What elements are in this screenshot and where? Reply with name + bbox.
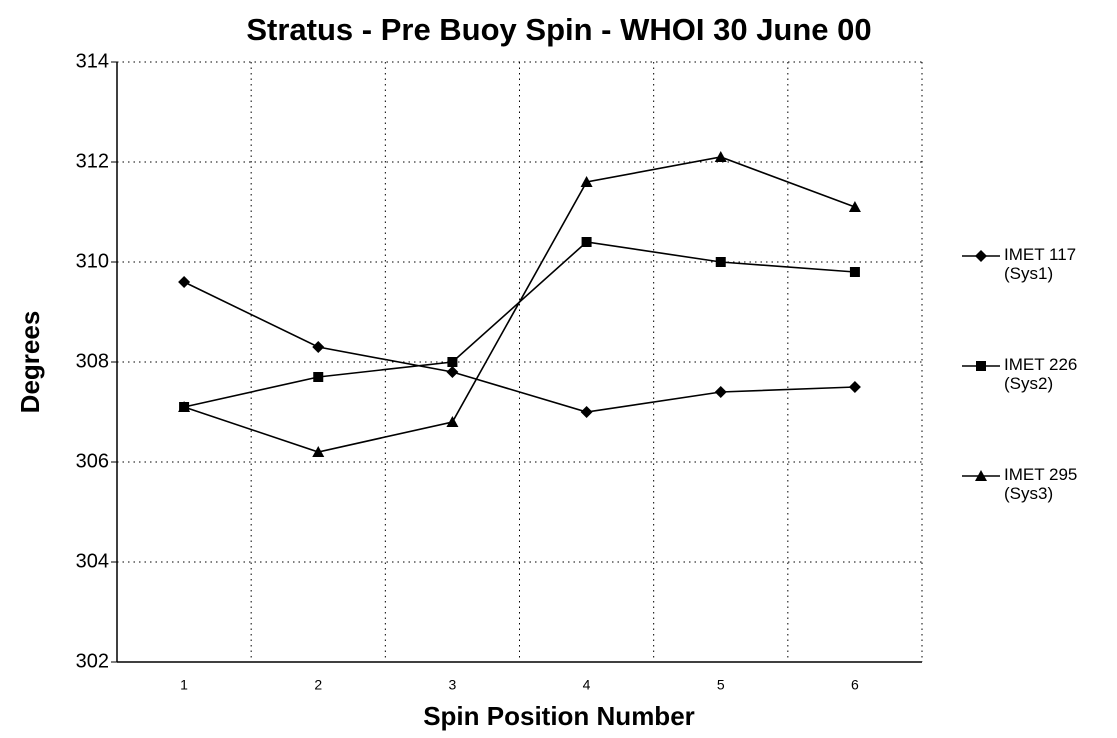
series-line [183, 156, 856, 453]
x-tick-label: 4 [583, 677, 591, 693]
marker [178, 276, 191, 288]
series-line [183, 281, 855, 413]
marker [848, 201, 861, 212]
marker [447, 357, 458, 367]
legend-label: IMET 226 (Sys2) [1004, 355, 1078, 393]
x-tick-label: 6 [851, 677, 859, 693]
x-axis-label: Spin Position Number [423, 701, 695, 731]
marker [849, 267, 860, 277]
y-tick-label: 310 [76, 250, 109, 272]
marker [313, 372, 324, 382]
marker [312, 341, 325, 353]
marker [446, 416, 459, 427]
y-tick-label: 312 [76, 150, 109, 172]
marker [312, 446, 325, 457]
legend-marker [976, 361, 986, 371]
legend-marker [975, 470, 987, 481]
y-tick-label: 314 [76, 50, 109, 72]
y-axis-label: Degrees [15, 311, 45, 414]
x-tick-label: 2 [314, 677, 322, 693]
x-tick-label: 1 [180, 677, 188, 693]
marker [848, 381, 861, 393]
marker [581, 237, 592, 247]
y-tick-label: 302 [76, 650, 109, 672]
legend-marker [975, 250, 987, 262]
marker [580, 176, 593, 187]
legend-label: IMET 295 (Sys3) [1004, 465, 1078, 503]
marker [580, 406, 593, 418]
x-tick-label: 3 [449, 677, 457, 693]
chart-title: Stratus - Pre Buoy Spin - WHOI 30 June 0… [246, 12, 871, 47]
marker [714, 386, 727, 398]
marker [715, 257, 726, 267]
marker [178, 401, 191, 412]
x-tick-label: 5 [717, 677, 725, 693]
y-tick-label: 304 [76, 550, 109, 572]
y-tick-label: 308 [76, 350, 109, 372]
y-tick-label: 306 [76, 450, 109, 472]
legend-label: IMET 117 (Sys1) [1004, 245, 1077, 283]
marker [714, 151, 727, 162]
marker [446, 366, 459, 378]
